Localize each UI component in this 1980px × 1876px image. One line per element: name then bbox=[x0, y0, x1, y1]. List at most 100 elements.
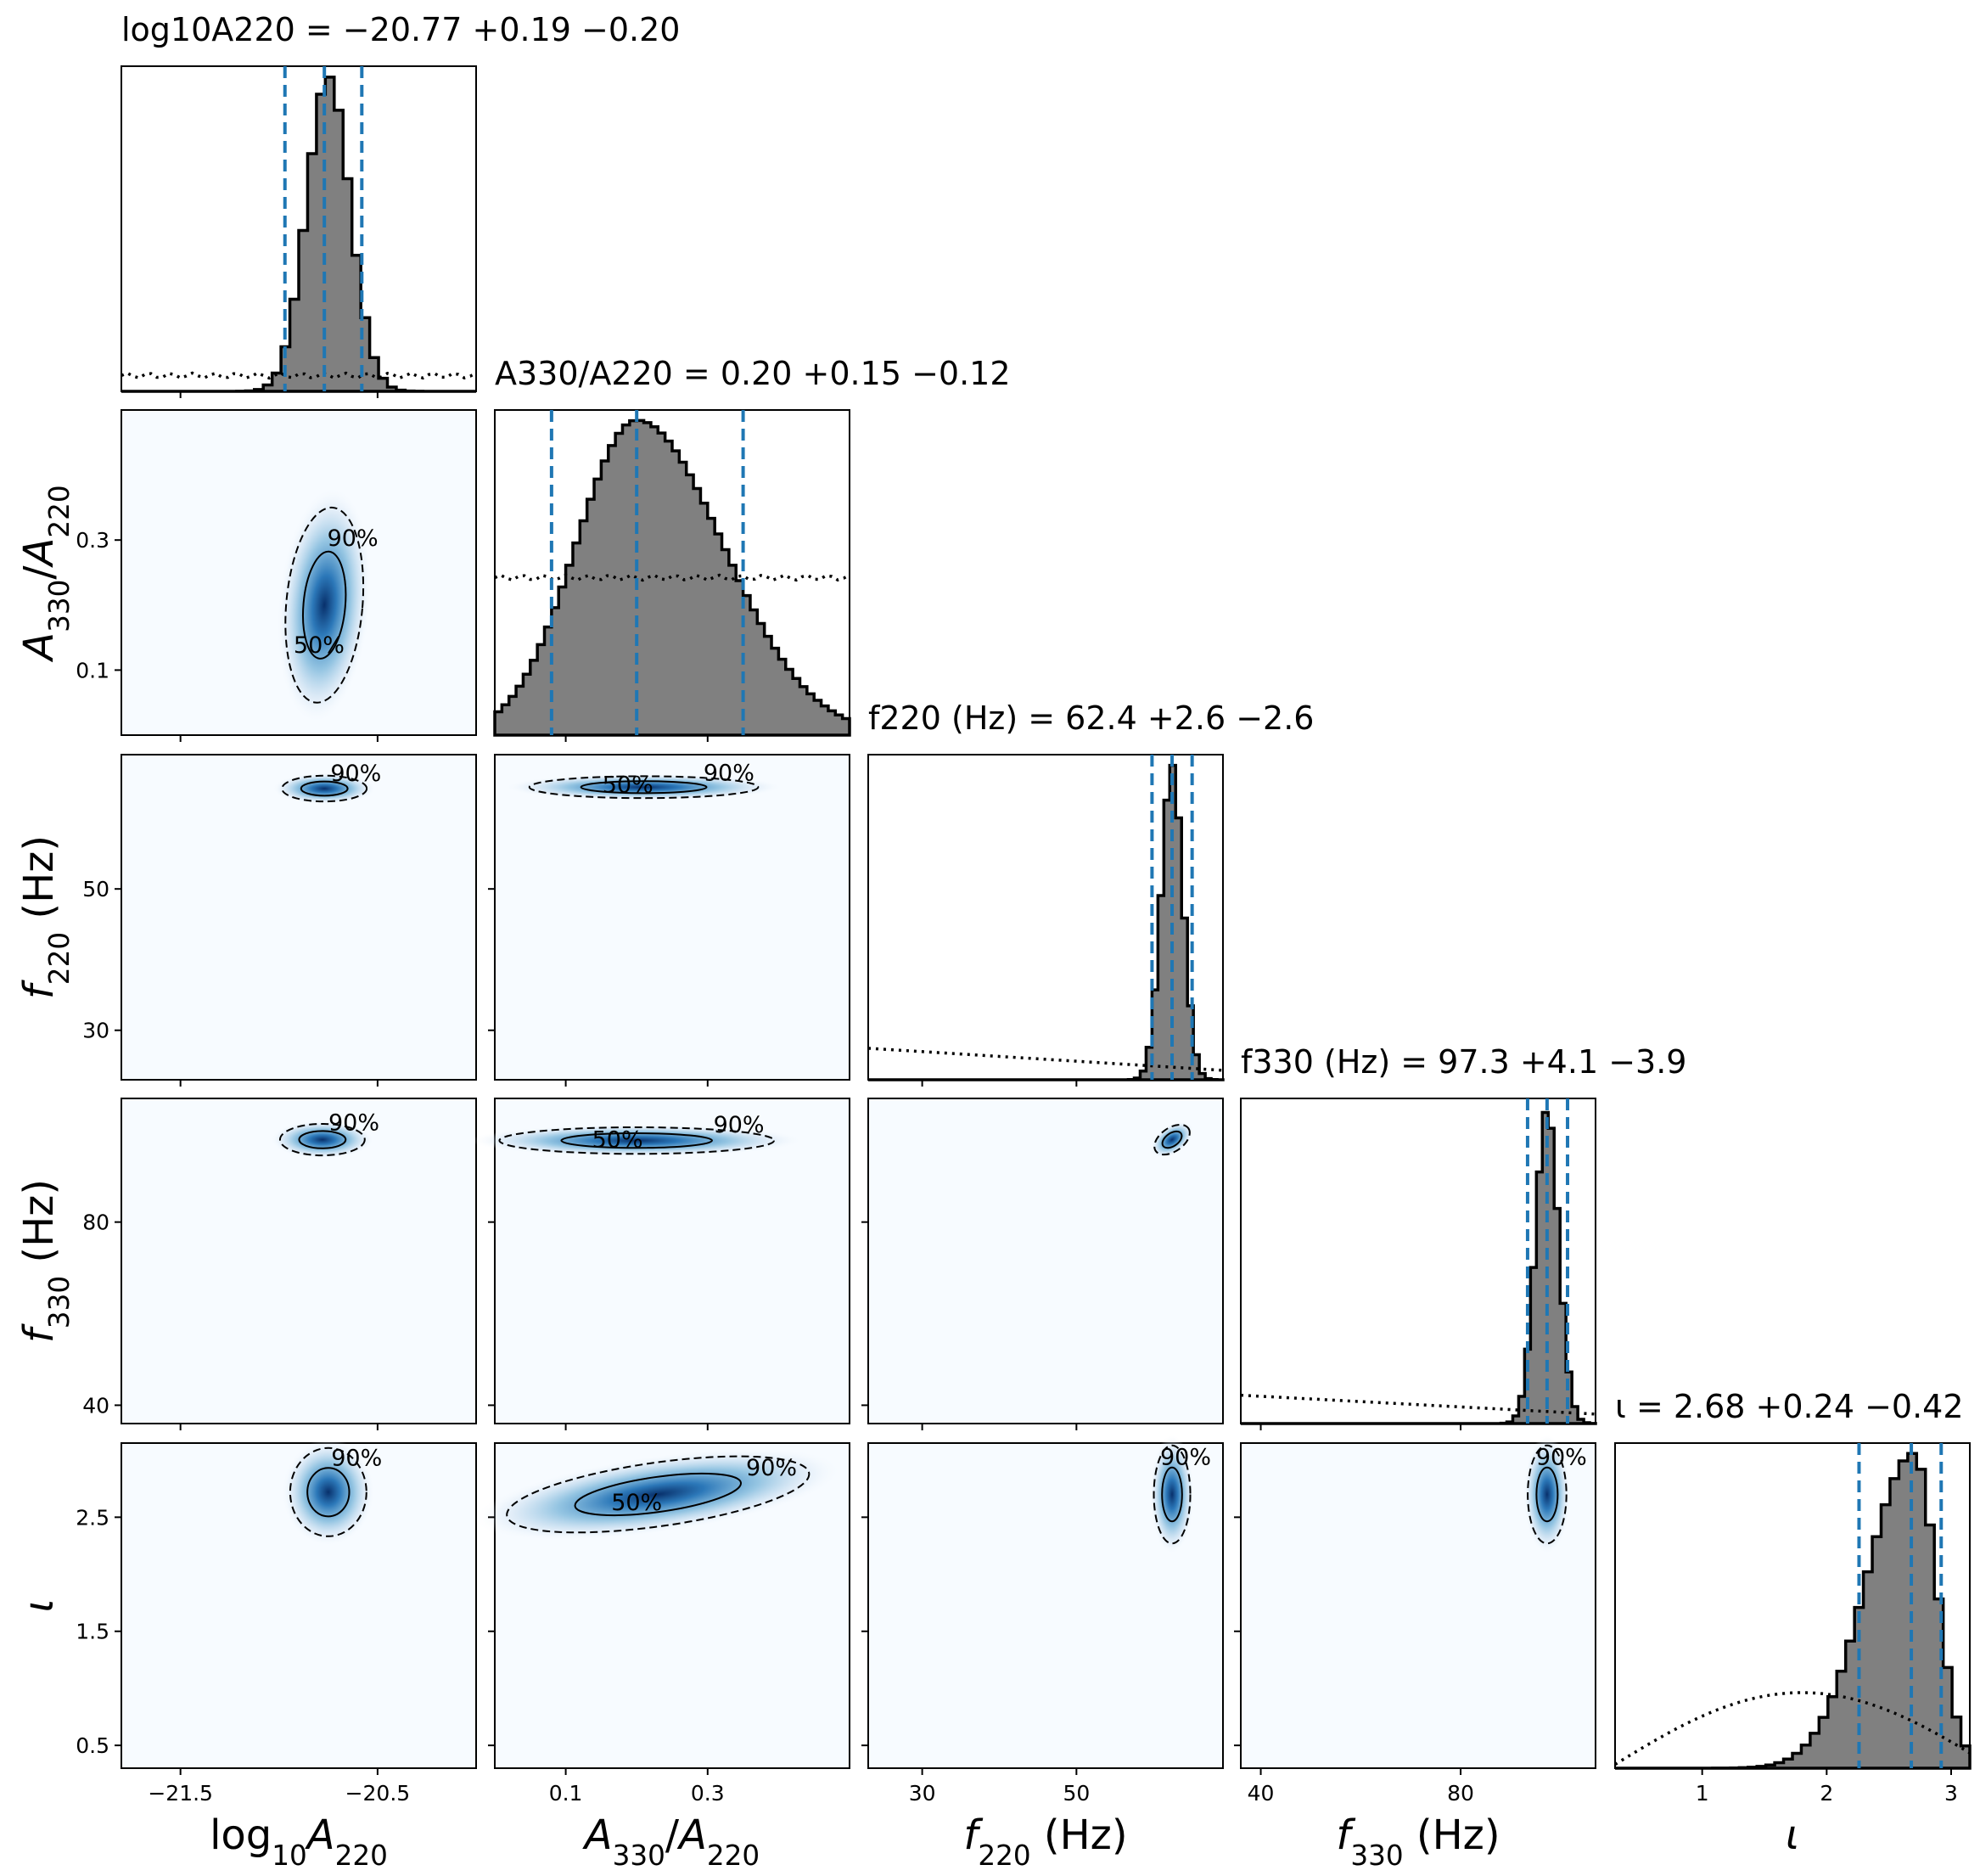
density-blob-4-0 bbox=[282, 1438, 375, 1546]
contour-90-4-2 bbox=[1153, 1444, 1192, 1545]
xtick-label-ratio: 0.1 bbox=[549, 1781, 583, 1806]
contour-50-3-2 bbox=[1161, 1130, 1183, 1149]
contour-50-4-1 bbox=[574, 1472, 743, 1517]
contour-group-2-0: 90% bbox=[272, 761, 381, 805]
contour-50-2-1 bbox=[580, 780, 708, 795]
hist-panel-f220: f220 (Hz) = 62.4 +2.6 −2.6 bbox=[867, 699, 1314, 1081]
xtick-label-ratio: 0.3 bbox=[691, 1781, 725, 1806]
contour-50-2-0 bbox=[300, 780, 349, 797]
xtick-label-logA220: −21.5 bbox=[148, 1781, 213, 1806]
contour-label-90-1-0: 90% bbox=[328, 525, 379, 552]
yaxis-label-iota: ι bbox=[15, 1598, 63, 1612]
contour-90-2-1 bbox=[528, 775, 760, 800]
yaxis-label-f330: f330 (Hz) bbox=[15, 1179, 76, 1343]
density-blob-3-2 bbox=[1150, 1121, 1194, 1158]
title-logA220: log10A220 = −20.77 +0.19 −0.20 bbox=[121, 11, 681, 48]
ytick-label-f220: 50 bbox=[82, 877, 109, 901]
contour-90-4-1 bbox=[506, 1455, 811, 1534]
contour-50-1-0 bbox=[302, 550, 347, 660]
contour-50-4-0 bbox=[306, 1467, 351, 1518]
density-blob-2-0 bbox=[272, 772, 376, 805]
contour-label-90-2-0: 90% bbox=[330, 761, 381, 787]
xaxis-label-ratio: A330/A220 bbox=[582, 1811, 760, 1872]
density-blob-4-1 bbox=[474, 1448, 841, 1541]
title-f330: f330 (Hz) = 97.3 +4.1 −3.9 bbox=[1241, 1043, 1686, 1081]
contour-90-3-1 bbox=[498, 1126, 775, 1155]
contour-label-50-3-1: 50% bbox=[592, 1126, 643, 1153]
ytick-label-iota: 1.5 bbox=[76, 1620, 109, 1644]
prior-hist-iota bbox=[1614, 1691, 1971, 1766]
hist-panel-iota: ι = 2.68 +0.24 −0.42 bbox=[1614, 1388, 1972, 1770]
contour-90-3-2 bbox=[1153, 1123, 1191, 1156]
posterior-hist-logA220 bbox=[121, 76, 476, 393]
contour-label-50-2-1: 50% bbox=[603, 772, 653, 799]
prior-hist-f220 bbox=[867, 1047, 1224, 1072]
xtick-label-f220: 30 bbox=[909, 1781, 936, 1806]
density-panel-2-1 bbox=[494, 754, 850, 1081]
contour-label-90-2-1: 90% bbox=[704, 761, 754, 787]
prior-hist-f330 bbox=[1240, 1393, 1596, 1416]
contour-label-50-4-1: 50% bbox=[611, 1490, 662, 1516]
density-panel-2-0 bbox=[121, 754, 477, 1081]
density-blob-2-1 bbox=[505, 773, 782, 800]
contour-group-2-1: 50% 90% bbox=[505, 761, 782, 800]
contour-label-90-4-1: 90% bbox=[746, 1455, 797, 1481]
hist-panel-ratio: A330/A220 = 0.20 +0.15 −0.12 bbox=[493, 355, 1011, 737]
xaxis-label-logA220: log10A220 bbox=[210, 1811, 388, 1872]
contour-label-90-4-2: 90% bbox=[1160, 1445, 1211, 1471]
contour-90-1-0 bbox=[284, 506, 365, 704]
contour-label-90-4-3: 90% bbox=[1536, 1445, 1587, 1471]
density-frame-2-1 bbox=[494, 754, 850, 1081]
contour-50-4-2 bbox=[1161, 1466, 1183, 1523]
density-blob-4-2 bbox=[1150, 1435, 1195, 1554]
contour-group-4-3: 90% bbox=[1523, 1435, 1587, 1554]
contour-group-3-2 bbox=[1150, 1121, 1194, 1158]
density-frame-2-0 bbox=[121, 754, 477, 1081]
ytick-label-ratio: 0.3 bbox=[76, 528, 109, 553]
contour-90-4-0 bbox=[289, 1446, 367, 1537]
ytick-label-ratio: 0.1 bbox=[76, 658, 109, 682]
contour-90-3-0 bbox=[278, 1122, 366, 1157]
yaxis-label-f220: f220 (Hz) bbox=[15, 835, 76, 999]
xtick-label-iota: 3 bbox=[1944, 1781, 1958, 1806]
xtick-label-iota: 1 bbox=[1696, 1781, 1709, 1806]
posterior-hist-f220 bbox=[868, 763, 1225, 1081]
density-blob-3-1 bbox=[470, 1124, 803, 1157]
contour-90-4-3 bbox=[1527, 1444, 1568, 1545]
ytick-label-f220: 30 bbox=[82, 1019, 109, 1043]
posterior-hist-f330 bbox=[1241, 1110, 1597, 1425]
posterior-hist-iota bbox=[1615, 1452, 1972, 1770]
contour-group-4-2: 90% bbox=[1150, 1435, 1211, 1554]
ytick-label-f330: 40 bbox=[82, 1393, 109, 1418]
ytick-label-iota: 0.5 bbox=[76, 1733, 109, 1758]
contour-90-2-0 bbox=[281, 774, 368, 803]
title-ratio: A330/A220 = 0.20 +0.15 −0.12 bbox=[495, 355, 1011, 392]
contour-group-3-1: 50% 90% bbox=[470, 1112, 803, 1157]
hist-panel-logA220: log10A220 = −20.77 +0.19 −0.20 bbox=[121, 11, 681, 393]
ytick-label-iota: 2.5 bbox=[76, 1505, 109, 1530]
xtick-label-f330: 40 bbox=[1248, 1781, 1275, 1806]
title-f220: f220 (Hz) = 62.4 +2.6 −2.6 bbox=[868, 699, 1314, 737]
density-blob-4-3 bbox=[1523, 1435, 1571, 1554]
title-iota: ι = 2.68 +0.24 −0.42 bbox=[1615, 1388, 1964, 1425]
contour-label-50-1-0: 50% bbox=[294, 632, 345, 659]
xaxis-label-iota: ι bbox=[1786, 1811, 1799, 1859]
xaxis-label-f330: f330 (Hz) bbox=[1336, 1811, 1500, 1872]
hist-panel-f330: f330 (Hz) = 97.3 +4.1 −3.9 bbox=[1240, 1043, 1686, 1425]
xtick-label-iota: 2 bbox=[1820, 1781, 1833, 1806]
contour-group-4-0: 90% bbox=[282, 1438, 382, 1546]
contour-label-90-3-1: 90% bbox=[714, 1112, 765, 1138]
contour-50-3-0 bbox=[298, 1130, 347, 1149]
density-blob-1-0 bbox=[277, 486, 372, 723]
contour-group-1-0: 50% 90% bbox=[277, 486, 379, 723]
yaxis-label-ratio: A330/A220 bbox=[15, 485, 76, 662]
contour-group-3-0: 90% bbox=[271, 1109, 379, 1159]
density-blob-3-0 bbox=[271, 1121, 374, 1159]
contour-50-4-3 bbox=[1535, 1466, 1559, 1523]
ytick-label-f330: 80 bbox=[82, 1210, 109, 1235]
contour-label-90-3-0: 90% bbox=[328, 1109, 379, 1136]
contour-50-3-1 bbox=[560, 1132, 713, 1149]
xaxis-label-f220: f220 (Hz) bbox=[963, 1811, 1127, 1872]
xtick-label-f220: 50 bbox=[1063, 1781, 1090, 1806]
